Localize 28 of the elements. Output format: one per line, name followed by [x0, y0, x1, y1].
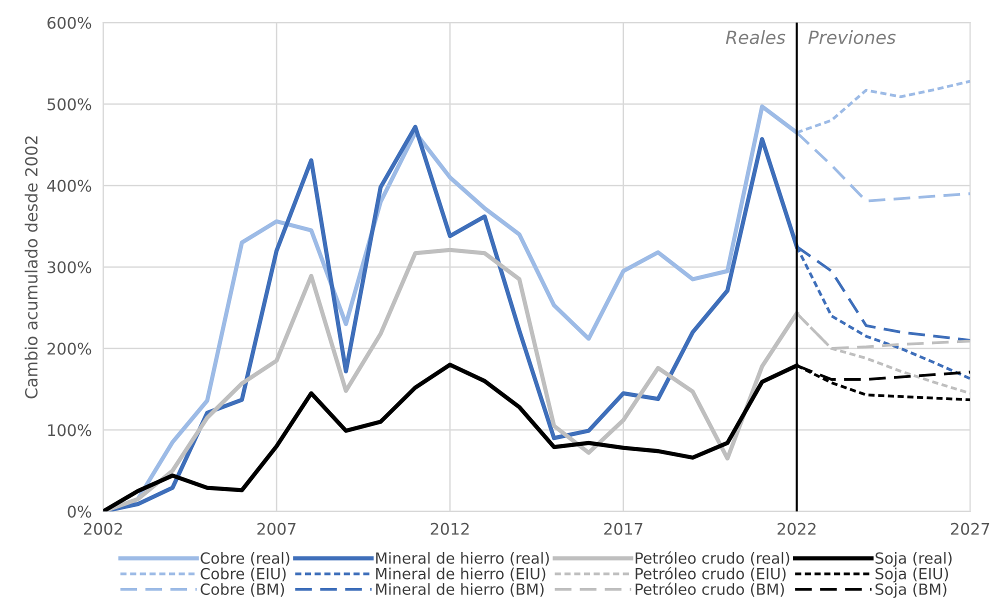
legend-label: Cobre (BM): [200, 583, 284, 597]
x-tick-label: 2012: [430, 522, 469, 535]
y-tick-label: 600%: [48, 16, 92, 29]
legend-label: Mineral de hierro (EIU): [376, 568, 546, 582]
annotation: Previones: [808, 30, 896, 44]
legend-label: Soja (EIU): [876, 568, 948, 582]
x-tick-label: 2017: [604, 522, 642, 535]
x-tick-label: 2027: [951, 522, 990, 535]
legend-label: Petróleo crudo (EIU): [636, 566, 786, 582]
y-tick-label: 200%: [48, 342, 92, 355]
legend-label: Cobre (EIU): [200, 568, 286, 582]
annotation: Reales: [726, 30, 786, 44]
x-tick-label: 2002: [84, 522, 122, 535]
legend-label: Mineral de hierro (BM): [376, 583, 544, 597]
y-tick-label: 100%: [48, 424, 92, 436]
y-tick-label: 0%: [68, 506, 92, 518]
y-tick-label: 400%: [47, 180, 92, 192]
legend-label: Soja (BM): [876, 583, 946, 598]
x-tick-label: 2007: [257, 522, 296, 535]
legend-label: Soja (real): [876, 552, 952, 567]
y-tick-label: 500%: [48, 98, 92, 110]
y-tick-label: 300%: [48, 261, 92, 274]
y-axis-title: Cambio acumulado desde 2002: [24, 136, 38, 398]
legend-label: Petróleo crudo (real): [636, 551, 790, 566]
legend-label: Mineral de hierro (real): [376, 552, 549, 566]
legend-label: Petróleo crudo (BM): [636, 582, 784, 597]
x-tick-label: 2022: [778, 522, 816, 535]
legend-label: Cobre (real): [200, 552, 290, 566]
